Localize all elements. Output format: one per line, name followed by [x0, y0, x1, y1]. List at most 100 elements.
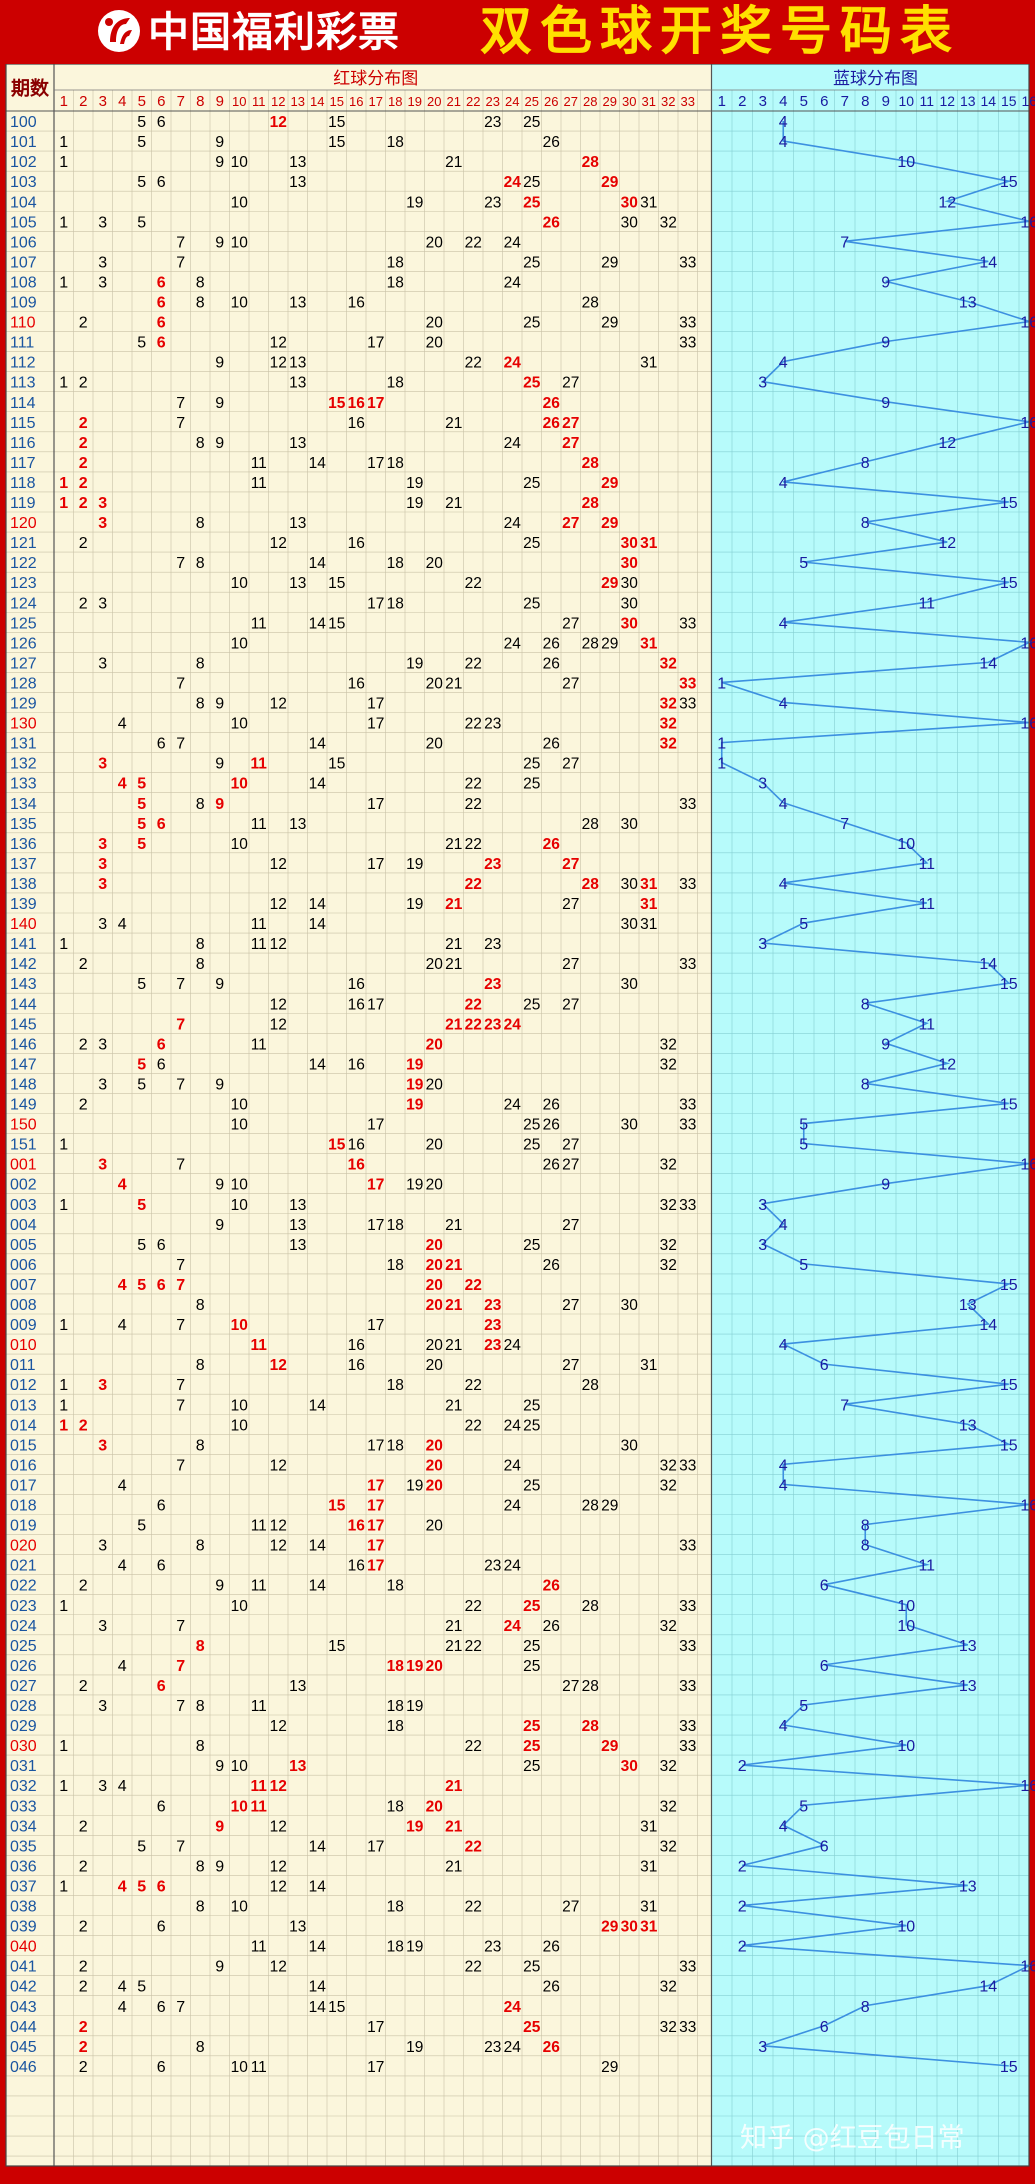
issue-number: 012 — [10, 1377, 37, 1394]
red-column-header: 24 — [505, 94, 519, 109]
red-ball-number: 18 — [387, 1377, 404, 1394]
red-ball-number: 1 — [59, 1137, 68, 1154]
red-ball-number: 20 — [426, 1297, 443, 1314]
blue-ball-number: 4 — [779, 1477, 788, 1494]
blue-column-header: 16 — [1021, 93, 1035, 109]
issue-number: 045 — [10, 2039, 37, 2056]
blue-ball-number: 4 — [779, 796, 788, 813]
red-ball-number: 12 — [270, 896, 287, 913]
red-ball-number: 8 — [196, 796, 205, 813]
red-ball-number: 2 — [79, 475, 88, 492]
red-ball-number: 21 — [445, 1397, 462, 1414]
red-ball-number: 6 — [157, 1277, 166, 1294]
issue-number: 142 — [10, 956, 37, 973]
red-ball-number: 5 — [137, 1838, 146, 1855]
red-ball-number: 4 — [118, 1658, 127, 1675]
blue-ball-number: 11 — [918, 595, 935, 612]
red-ball-number: 33 — [679, 1457, 696, 1474]
red-ball-number: 10 — [231, 1197, 249, 1214]
red-ball-number: 23 — [484, 114, 501, 131]
red-ball-number: 9 — [215, 355, 224, 372]
red-ball-number: 7 — [176, 1618, 185, 1635]
red-ball-number: 6 — [157, 1558, 166, 1575]
blue-ball-number: 10 — [897, 1618, 915, 1635]
red-ball-number: 5 — [137, 1878, 146, 1895]
issue-number: 121 — [10, 535, 37, 552]
red-ball-number: 15 — [328, 615, 345, 632]
red-ball-number: 4 — [118, 1979, 127, 1996]
red-ball-number: 25 — [523, 1638, 540, 1655]
issue-number: 112 — [10, 355, 36, 372]
red-ball-number: 16 — [348, 415, 365, 432]
issue-number: 021 — [10, 1558, 37, 1575]
blue-ball-number: 4 — [779, 615, 788, 632]
issue-number: 004 — [10, 1217, 37, 1234]
red-ball-number: 20 — [426, 736, 444, 753]
red-ball-number: 24 — [504, 1457, 522, 1474]
blue-ball-number: 4 — [779, 876, 788, 893]
red-ball-number: 28 — [582, 1718, 600, 1735]
blue-ball-number: 14 — [979, 655, 997, 672]
blue-ball-number: 5 — [799, 916, 808, 933]
red-ball-number: 18 — [387, 1658, 405, 1675]
red-ball-number: 32 — [660, 1798, 677, 1815]
issue-number: 027 — [10, 1678, 37, 1695]
red-ball-number: 2 — [79, 1036, 88, 1053]
red-ball-number: 12 — [270, 114, 287, 131]
red-ball-number: 2 — [79, 1097, 88, 1114]
red-ball-number: 6 — [157, 315, 166, 332]
red-ball-number: 20 — [426, 1357, 444, 1374]
red-ball-number: 16 — [348, 535, 365, 552]
red-ball-number: 6 — [157, 1498, 166, 1515]
blue-ball-number: 2 — [738, 1758, 747, 1775]
red-ball-number: 22 — [465, 355, 482, 372]
red-ball-number: 20 — [426, 1237, 443, 1254]
welfare-lottery-logo-icon — [98, 10, 140, 52]
red-ball-number: 33 — [679, 315, 696, 332]
red-ball-number: 12 — [270, 1357, 287, 1374]
blue-ball-number: 12 — [938, 435, 956, 452]
red-ball-number: 9 — [215, 1076, 224, 1093]
red-ball-number: 2 — [79, 315, 88, 332]
red-ball-number: 26 — [543, 1257, 560, 1274]
red-ball-number: 16 — [348, 1137, 365, 1154]
red-ball-number: 25 — [523, 1477, 540, 1494]
red-ball-number: 10 — [231, 1758, 249, 1775]
red-ball-number: 19 — [406, 1658, 424, 1675]
issue-number: 028 — [10, 1698, 37, 1715]
red-ball-number: 1 — [59, 1317, 68, 1334]
red-ball-number: 2 — [79, 1959, 88, 1976]
red-ball-number: 25 — [523, 2019, 541, 2036]
red-ball-number: 25 — [523, 1137, 540, 1154]
red-ball-number: 2 — [79, 1979, 88, 1996]
red-ball-number: 3 — [98, 876, 107, 893]
issue-number: 023 — [10, 1598, 37, 1615]
red-ball-number: 15 — [328, 1137, 346, 1154]
blue-column-header: 4 — [779, 93, 787, 110]
red-ball-number: 22 — [465, 1959, 482, 1976]
red-ball-number: 11 — [251, 455, 267, 472]
red-ball-number: 21 — [445, 1818, 463, 1835]
blue-ball-number: 16 — [1020, 635, 1035, 652]
red-ball-number: 30 — [621, 214, 639, 231]
red-ball-number: 24 — [504, 1498, 522, 1515]
issue-number: 101 — [10, 134, 37, 151]
blue-ball-number: 14 — [979, 956, 997, 973]
red-ball-number: 23 — [484, 976, 502, 993]
red-ball-number: 17 — [367, 996, 384, 1013]
red-ball-number: 22 — [465, 1899, 482, 1916]
blue-ball-number: 15 — [1000, 1097, 1018, 1114]
blue-ball-number: 15 — [1000, 2059, 1018, 2076]
red-ball-number: 17 — [367, 1558, 384, 1575]
issue-number: 137 — [10, 856, 37, 873]
red-ball-number: 13 — [289, 816, 306, 833]
issue-number: 102 — [10, 154, 37, 171]
page-title: 双色球开奖号码表 — [479, 1, 960, 62]
issue-number: 041 — [10, 1959, 37, 1976]
red-ball-number: 26 — [543, 1117, 560, 1134]
red-ball-number: 14 — [309, 455, 327, 472]
red-ball-number: 8 — [196, 1858, 205, 1875]
red-ball-number: 26 — [543, 655, 560, 672]
blue-ball-number: 4 — [779, 475, 788, 492]
